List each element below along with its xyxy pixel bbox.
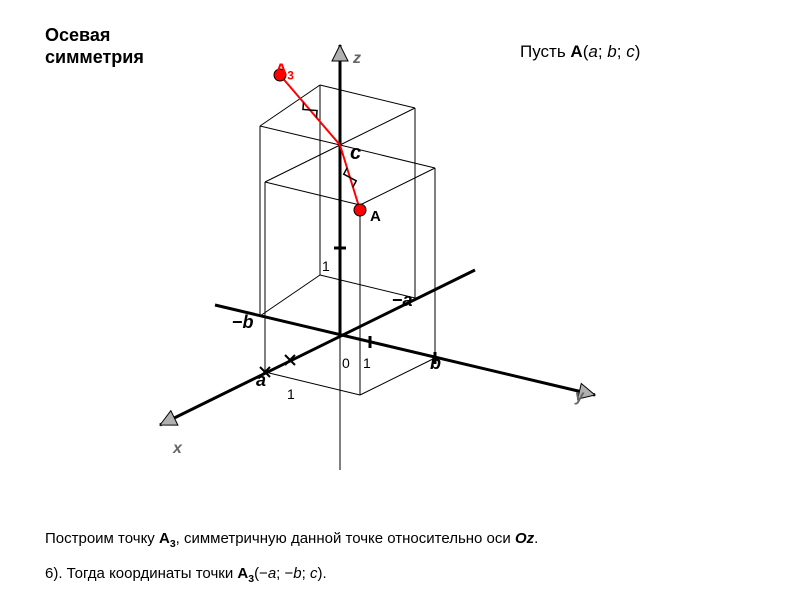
coord-neg-a: −a (392, 290, 413, 311)
axis-label-y: y (575, 388, 584, 406)
axis-label-x: x (173, 440, 182, 458)
note-right: Пусть А(a; b; c) (520, 42, 640, 62)
bottom-line-1: Построим точку А3, симметричную данной т… (45, 530, 538, 550)
point-a-label: А (370, 208, 381, 225)
coord-c: c (350, 142, 361, 165)
title-line2: симметрия (45, 47, 144, 68)
origin-label-0: 0 (342, 355, 350, 371)
coord-b: b (430, 353, 441, 374)
coord-neg-b: −b (232, 312, 254, 333)
bottom-line-2: 6). Тогда координаты точки А3(−a; −b; c)… (45, 565, 327, 585)
coord-a: a (256, 370, 266, 391)
tick-label-y1: 1 (363, 355, 371, 371)
axis-label-z: z (353, 50, 361, 68)
tick-label-x1: 1 (287, 386, 295, 402)
tick-label-z1: 1 (322, 258, 330, 274)
title-line1: Осевая (45, 25, 110, 46)
point-a3-label: А3 (275, 60, 294, 82)
